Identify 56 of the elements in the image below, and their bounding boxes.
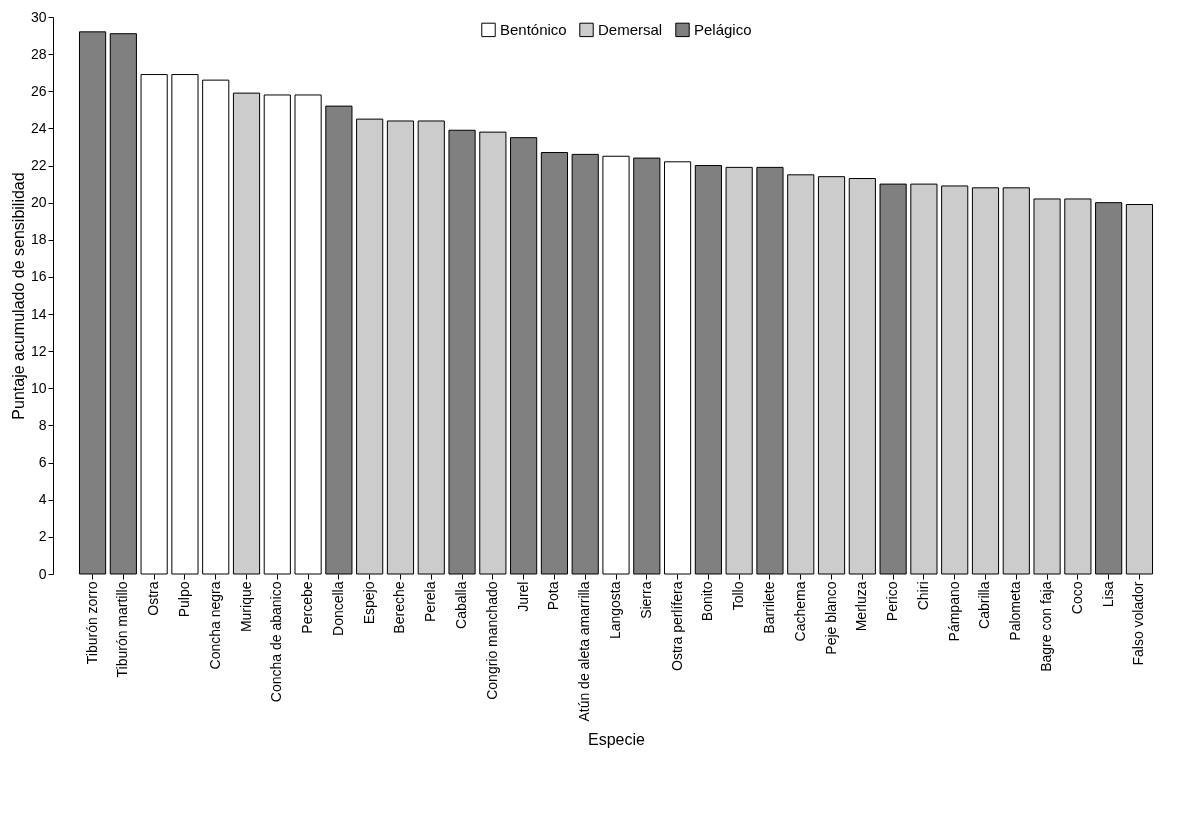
x-tick-label: Perico xyxy=(884,581,901,622)
x-tick-label: Murique xyxy=(237,581,254,633)
x-tick-label: Cachema xyxy=(791,581,808,642)
x-tick-label: Palometa xyxy=(1007,581,1024,641)
y-tick-label: 22 xyxy=(30,157,47,174)
x-tick-label: Tiburón zorro xyxy=(83,581,100,665)
y-tick-label: 30 xyxy=(30,8,47,25)
x-tick-label: Bonito xyxy=(699,581,716,622)
x-tick-label: Concha de abanico xyxy=(268,581,285,703)
x-tick-label: Tiburón martillo xyxy=(114,581,131,678)
legend-label: Bentónico xyxy=(500,20,567,38)
y-tick-label: 20 xyxy=(30,194,47,211)
y-tick-label: 12 xyxy=(30,342,47,359)
x-tick-label: Concha negra xyxy=(206,581,223,670)
x-tick-label: Chiri xyxy=(914,581,931,611)
x-tick-label: Peje blanco xyxy=(822,581,839,655)
y-tick-label: 0 xyxy=(38,565,47,582)
x-tick-label: Ostra xyxy=(145,581,162,616)
x-tick-label: Merluza xyxy=(853,581,870,632)
y-tick-label: 16 xyxy=(30,268,47,285)
y-tick-label: 6 xyxy=(38,454,47,471)
x-tick-label: Falso volador xyxy=(1130,581,1147,666)
y-tick-label: 4 xyxy=(38,491,47,508)
x-tick-label: Tollo xyxy=(730,581,747,611)
y-tick-label: 26 xyxy=(30,82,47,99)
y-tick-label: 2 xyxy=(38,528,47,545)
x-tick-label: Perela xyxy=(422,581,439,622)
x-tick-label: Bagre con faja xyxy=(1038,581,1055,672)
y-tick-label: 8 xyxy=(38,416,47,433)
x-tick-label: Congrio manchado xyxy=(483,581,500,700)
x-tick-label: Pulpo xyxy=(175,581,192,618)
y-axis-title: Puntaje acumulado de sensibilidad xyxy=(9,172,27,420)
y-tick-label: 14 xyxy=(30,305,47,322)
x-tick-label: Pámpano xyxy=(945,581,962,642)
y-tick-label: 10 xyxy=(30,379,47,396)
x-tick-label: Doncella xyxy=(329,581,346,636)
x-tick-label: Atún de aleta amarrilla xyxy=(576,581,593,722)
y-tick-label: 28 xyxy=(30,45,47,62)
x-tick-label: Cabrilla xyxy=(976,581,993,629)
x-tick-label: Espejo xyxy=(360,581,377,625)
x-tick-label: Barrilete xyxy=(760,581,777,634)
x-tick-label: Bereche xyxy=(391,581,408,634)
x-tick-label: Percebe xyxy=(299,581,316,634)
x-tick-label: Ostra perlífera xyxy=(668,581,685,671)
x-tick-label: Lisa xyxy=(1099,581,1116,608)
x-tick-label: Jurel xyxy=(514,581,531,612)
x-axis-title: Especie xyxy=(588,730,646,748)
x-tick-label: Sierra xyxy=(637,581,654,619)
x-tick-label: Pota xyxy=(545,581,562,611)
y-tick-label: 18 xyxy=(30,231,47,248)
y-tick-label: 24 xyxy=(30,119,47,136)
x-tick-label: Langosta xyxy=(607,581,623,640)
legend-label: Demersal xyxy=(598,20,663,38)
x-tick-label: Caballa xyxy=(453,581,470,629)
x-tick-label: Coco xyxy=(1068,581,1085,615)
legend-label: Pelágico xyxy=(694,20,752,38)
